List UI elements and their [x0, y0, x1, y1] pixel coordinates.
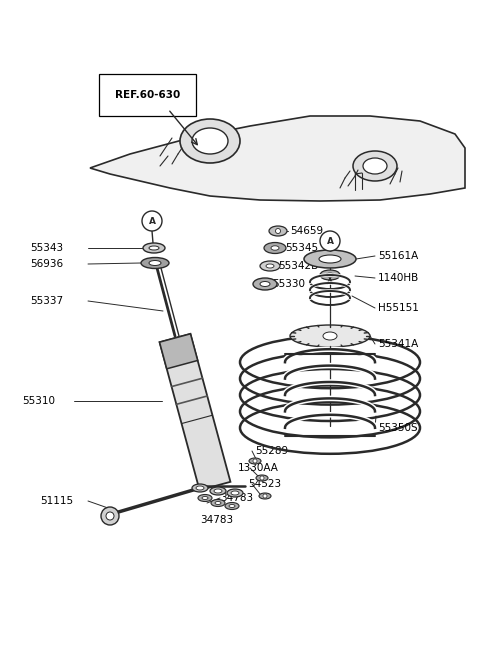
Ellipse shape	[260, 281, 270, 287]
Ellipse shape	[249, 458, 261, 464]
Text: 54523: 54523	[248, 479, 281, 489]
Text: 55330: 55330	[272, 279, 305, 289]
Ellipse shape	[363, 158, 387, 174]
Ellipse shape	[290, 325, 370, 347]
Ellipse shape	[225, 502, 239, 510]
Ellipse shape	[323, 332, 337, 340]
Circle shape	[276, 228, 280, 234]
Text: 55350S: 55350S	[378, 423, 418, 433]
Ellipse shape	[260, 261, 280, 271]
Text: H55151: H55151	[378, 303, 419, 313]
Ellipse shape	[143, 243, 165, 253]
Ellipse shape	[231, 491, 239, 495]
Ellipse shape	[326, 273, 334, 277]
Text: 54659: 54659	[290, 226, 323, 236]
Polygon shape	[90, 116, 465, 201]
Text: 34783: 34783	[200, 515, 233, 525]
Ellipse shape	[266, 264, 274, 268]
Ellipse shape	[304, 250, 356, 268]
Ellipse shape	[215, 501, 221, 504]
Text: 56936: 56936	[30, 259, 63, 269]
Ellipse shape	[198, 495, 212, 501]
Ellipse shape	[202, 497, 208, 499]
Circle shape	[101, 507, 119, 525]
Ellipse shape	[227, 489, 243, 497]
Text: A: A	[148, 216, 156, 226]
Circle shape	[253, 459, 257, 463]
Polygon shape	[159, 334, 198, 369]
Text: 55337: 55337	[30, 296, 63, 306]
Circle shape	[260, 476, 264, 480]
Ellipse shape	[141, 258, 169, 268]
Text: 55310: 55310	[22, 396, 55, 406]
Text: A: A	[326, 237, 334, 245]
Ellipse shape	[192, 484, 208, 492]
Ellipse shape	[271, 246, 279, 250]
Text: 55343: 55343	[30, 243, 63, 253]
Ellipse shape	[256, 475, 268, 481]
Ellipse shape	[320, 270, 340, 280]
Circle shape	[320, 231, 340, 251]
Ellipse shape	[214, 489, 222, 493]
Ellipse shape	[210, 487, 226, 495]
Circle shape	[263, 494, 267, 498]
Text: 55345: 55345	[285, 243, 318, 253]
Ellipse shape	[264, 243, 286, 253]
Ellipse shape	[196, 486, 204, 490]
Text: 55289: 55289	[255, 446, 288, 456]
Text: 51115: 51115	[40, 496, 73, 506]
Ellipse shape	[259, 493, 271, 499]
Text: 55342B: 55342B	[278, 261, 318, 271]
Ellipse shape	[192, 128, 228, 154]
Ellipse shape	[149, 260, 161, 266]
Text: 34783: 34783	[220, 493, 253, 503]
Ellipse shape	[269, 226, 287, 236]
Text: 1330AA: 1330AA	[238, 463, 279, 473]
Text: 55161A: 55161A	[378, 251, 418, 261]
Ellipse shape	[229, 504, 235, 508]
Text: 1140HB: 1140HB	[378, 273, 419, 283]
Ellipse shape	[253, 278, 277, 290]
Circle shape	[142, 211, 162, 231]
Ellipse shape	[353, 151, 397, 181]
Ellipse shape	[149, 246, 159, 250]
Text: 55341A: 55341A	[378, 339, 418, 349]
Ellipse shape	[319, 255, 341, 263]
Polygon shape	[159, 334, 230, 490]
Circle shape	[106, 512, 114, 520]
Text: REF.60-630: REF.60-630	[115, 90, 180, 100]
Ellipse shape	[211, 499, 225, 506]
Ellipse shape	[180, 119, 240, 163]
